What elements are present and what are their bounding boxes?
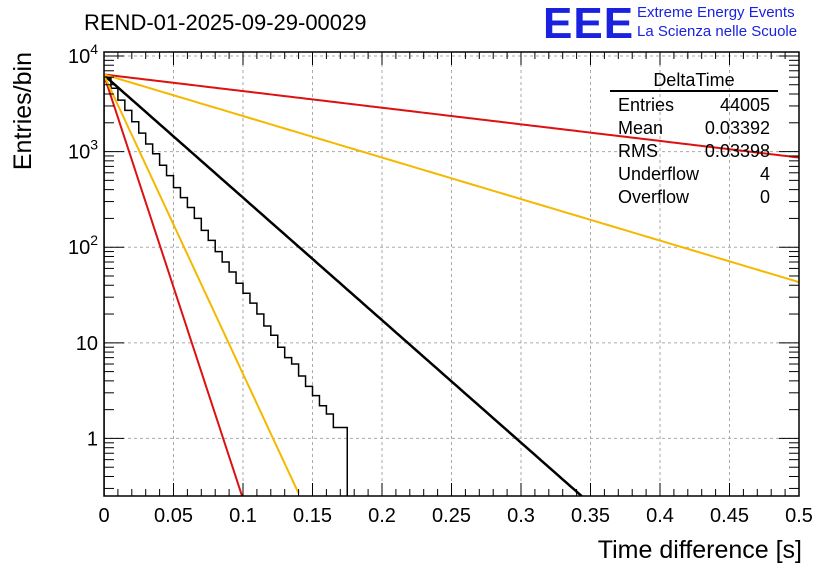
stats-divider	[610, 90, 778, 92]
x-axis: 0 0.05 0.1 0.15 0.2 0.25 0.3 0.35 0.4 0.45 0.5	[98, 52, 813, 527]
x-tick-label: 0.2	[368, 505, 396, 527]
x-tick-label: 0.4	[646, 505, 674, 527]
fit-red-flat	[104, 73, 799, 159]
stats-row-mean: Mean 0.03392	[610, 117, 778, 140]
x-tick-label: 0	[98, 505, 109, 527]
eee-logo-mark: EEE	[543, 0, 635, 48]
fit-curves	[104, 73, 799, 496]
stats-row-overflow: Overflow 0	[610, 186, 778, 209]
stats-value: 0	[759, 187, 770, 207]
x-tick-label: 0.25	[432, 505, 471, 527]
stats-value: 4	[759, 164, 770, 184]
y-tick-label: 102	[68, 232, 98, 259]
x-axis-label: Time difference [s]	[598, 536, 802, 564]
fit-yellow-flat	[104, 73, 799, 284]
fit-black	[104, 74, 584, 496]
stats-label: Underflow	[618, 164, 700, 184]
x-tick-label: 0.45	[710, 505, 749, 527]
y-tick-label: 10	[76, 333, 98, 355]
x-tick-label: 0.3	[507, 505, 535, 527]
chart-title: REND-01-2025-09-29-00029	[84, 10, 367, 35]
fit-yellow-steep	[104, 74, 300, 494]
stats-row-underflow: Underflow 4	[610, 163, 778, 186]
stats-box: DeltaTime Entries 44005 Mean 0.03392 RMS…	[610, 70, 778, 209]
y-tick-label: 1	[87, 428, 98, 450]
y-axis-label: Entries/bin	[9, 52, 37, 170]
stats-value: 44005	[719, 95, 770, 115]
y-axis: 1 10 102 103 104	[68, 41, 799, 489]
y-tick-label: 103	[68, 137, 98, 164]
stats-row-entries: Entries 44005	[610, 94, 778, 117]
chart-grid	[104, 52, 799, 496]
x-tick-label: 0.5	[785, 505, 813, 527]
stats-label: Entries	[618, 95, 675, 115]
x-tick-label: 0.35	[571, 505, 610, 527]
x-tick-label: 0.1	[229, 505, 257, 527]
eee-logo-line1: Extreme Energy Events	[637, 4, 795, 21]
y-tick-label: 104	[68, 41, 98, 68]
fit-red-steep	[104, 74, 244, 496]
x-tick-label: 0.05	[154, 505, 193, 527]
stats-label: Mean	[618, 118, 664, 138]
eee-logo-line2: La Scienza nelle Scuole	[637, 23, 798, 40]
stats-label: Overflow	[618, 187, 690, 207]
x-tick-label: 0.15	[293, 505, 332, 527]
stats-label: RMS	[618, 141, 658, 161]
stats-title: DeltaTime	[653, 70, 735, 90]
histogram-outline	[104, 77, 348, 496]
stats-value: 0.03398	[704, 141, 770, 161]
stats-value: 0.03392	[704, 118, 770, 138]
histogram	[104, 77, 348, 496]
stats-row-rms: RMS 0.03398	[610, 140, 778, 163]
